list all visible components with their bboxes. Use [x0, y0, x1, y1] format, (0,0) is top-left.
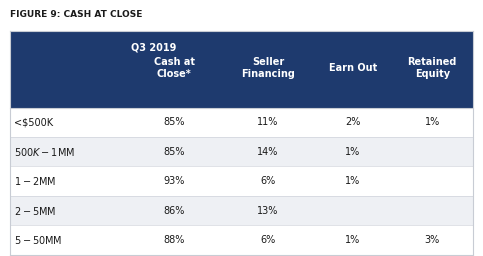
Text: 11%: 11% — [257, 117, 279, 127]
Text: $500K-$1MM: $500K-$1MM — [14, 146, 74, 158]
Text: 1%: 1% — [425, 117, 440, 127]
Text: Retained
Equity: Retained Equity — [408, 57, 457, 79]
Text: 13%: 13% — [257, 206, 279, 216]
Bar — [10, 225, 473, 255]
Text: Seller
Financing: Seller Financing — [241, 57, 295, 79]
Text: 1%: 1% — [345, 147, 361, 157]
Text: 85%: 85% — [163, 117, 185, 127]
Text: 88%: 88% — [163, 235, 185, 245]
Text: 6%: 6% — [260, 176, 275, 186]
Bar — [10, 137, 473, 166]
Bar — [10, 31, 473, 108]
Text: FIGURE 9: CASH AT CLOSE: FIGURE 9: CASH AT CLOSE — [10, 10, 142, 19]
Text: 3%: 3% — [425, 235, 440, 245]
Bar — [10, 196, 473, 225]
Text: 93%: 93% — [163, 176, 185, 186]
Text: $5-$50MM: $5-$50MM — [14, 234, 62, 246]
Text: 85%: 85% — [163, 147, 185, 157]
Text: <$500K: <$500K — [14, 117, 53, 127]
Text: 86%: 86% — [163, 206, 185, 216]
Bar — [10, 166, 473, 196]
Text: Earn Out: Earn Out — [329, 63, 377, 73]
Text: 2%: 2% — [345, 117, 361, 127]
Text: $1-$2MM: $1-$2MM — [14, 175, 56, 187]
Text: 6%: 6% — [260, 235, 275, 245]
Text: 1%: 1% — [345, 235, 361, 245]
Text: Q3 2019: Q3 2019 — [131, 42, 176, 52]
Text: 1%: 1% — [345, 176, 361, 186]
Text: 14%: 14% — [257, 147, 279, 157]
Bar — [10, 108, 473, 137]
Text: Cash at
Close*: Cash at Close* — [154, 57, 195, 79]
Text: $2-$5MM: $2-$5MM — [14, 205, 56, 217]
